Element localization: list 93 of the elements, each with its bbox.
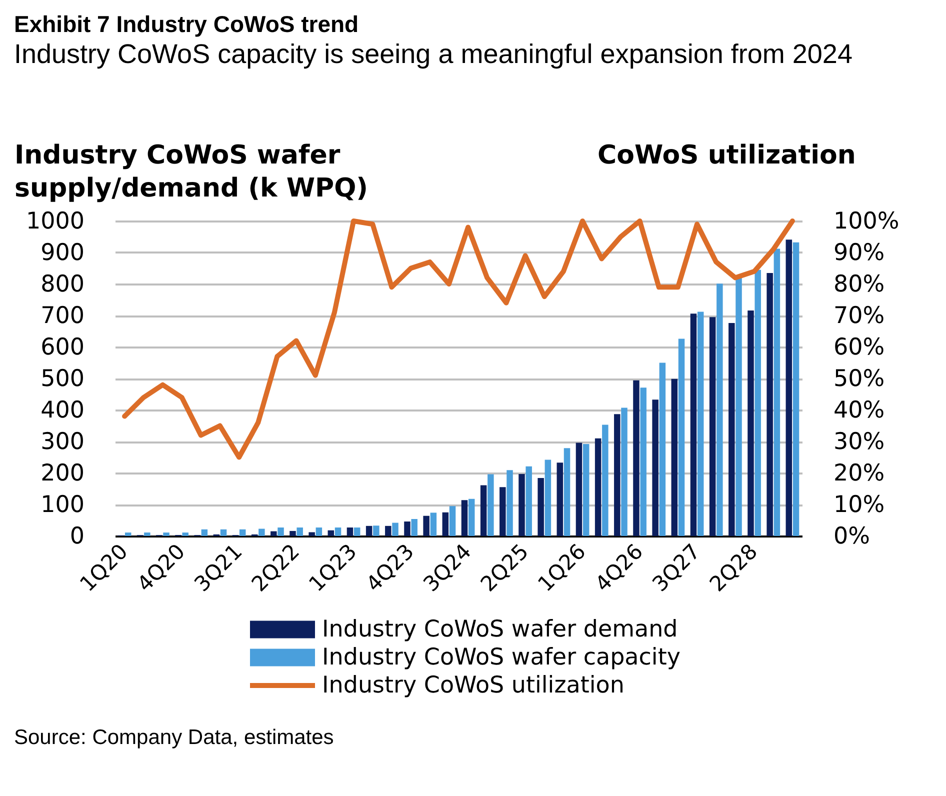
bar bbox=[411, 518, 418, 536]
bar bbox=[709, 317, 716, 536]
bar bbox=[678, 338, 685, 536]
bar bbox=[385, 526, 392, 536]
bar bbox=[594, 438, 602, 536]
bar bbox=[182, 532, 188, 536]
y2-tick-label: 0% bbox=[834, 524, 870, 550]
bar bbox=[544, 460, 552, 536]
y2-tick-label: 70% bbox=[834, 303, 885, 329]
source-note: Source: Company Data, estimates bbox=[14, 726, 334, 749]
bar bbox=[582, 444, 590, 536]
y-tick-label: 300 bbox=[40, 429, 84, 455]
bar bbox=[500, 487, 506, 536]
bar bbox=[124, 532, 132, 536]
bar bbox=[270, 531, 277, 536]
bar bbox=[468, 498, 475, 536]
bar bbox=[354, 527, 360, 536]
bar bbox=[220, 529, 227, 536]
legend-label: Industry CoWoS wafer capacity bbox=[322, 644, 680, 670]
bar bbox=[716, 284, 723, 536]
y2-axis-title: CoWoS utilization bbox=[598, 140, 856, 170]
y2-tick-label: 40% bbox=[834, 398, 885, 424]
bar bbox=[614, 414, 620, 536]
legend-label: Industry CoWoS utilization bbox=[322, 672, 624, 698]
bar bbox=[633, 380, 640, 536]
bar bbox=[278, 527, 284, 536]
bar bbox=[461, 500, 468, 536]
bar bbox=[239, 529, 246, 536]
bar bbox=[404, 522, 410, 536]
bar bbox=[556, 462, 564, 536]
bar bbox=[652, 400, 658, 536]
bar bbox=[163, 532, 170, 536]
bar bbox=[373, 526, 380, 536]
bar bbox=[430, 512, 437, 536]
bar bbox=[334, 527, 342, 536]
bar bbox=[640, 388, 646, 536]
bar bbox=[564, 448, 570, 536]
y-tick-label: 1000 bbox=[26, 208, 84, 234]
bar bbox=[488, 474, 494, 536]
y2-tick-label: 50% bbox=[834, 366, 885, 392]
bar bbox=[792, 242, 800, 536]
bar bbox=[621, 408, 628, 536]
bar bbox=[480, 485, 487, 536]
bar bbox=[576, 442, 582, 536]
y2-tick-label: 10% bbox=[834, 492, 885, 518]
bar bbox=[518, 474, 525, 536]
bar bbox=[774, 248, 780, 536]
bar bbox=[786, 240, 792, 536]
bar bbox=[506, 470, 513, 536]
bar bbox=[754, 270, 761, 536]
y-tick-label: 600 bbox=[40, 334, 84, 360]
y2-tick-label: 80% bbox=[834, 272, 885, 298]
y-tick-label: 400 bbox=[40, 398, 84, 424]
bar bbox=[346, 527, 354, 536]
y-axis-title: Industry CoWoS wafer supply/demand (k WPQ) bbox=[14, 140, 368, 204]
bar bbox=[392, 522, 398, 536]
legend-label: Industry CoWoS wafer demand bbox=[322, 616, 678, 642]
bar bbox=[697, 312, 704, 536]
chart-subtitle: Industry CoWoS capacity is seeing a meaningful expansion from 2024 bbox=[14, 39, 852, 69]
bar bbox=[366, 526, 372, 536]
y2-tick-label: 30% bbox=[834, 429, 885, 455]
bar bbox=[602, 424, 608, 536]
bar bbox=[766, 272, 773, 536]
y-tick-label: 700 bbox=[40, 303, 84, 329]
bar bbox=[659, 362, 666, 536]
bar bbox=[316, 527, 322, 536]
y-tick-label: 500 bbox=[40, 366, 84, 392]
y-tick-label: 100 bbox=[40, 492, 84, 518]
bar bbox=[258, 528, 265, 536]
chart-title: Exhibit 7 Industry CoWoS trend bbox=[14, 11, 359, 37]
y2-tick-label: 60% bbox=[834, 334, 885, 360]
bar bbox=[728, 323, 735, 536]
bar bbox=[201, 529, 208, 536]
bar bbox=[290, 530, 296, 536]
bar bbox=[423, 516, 430, 536]
bar bbox=[449, 506, 456, 536]
bar bbox=[526, 466, 532, 536]
bar bbox=[748, 310, 754, 536]
y2-tick-label: 100% bbox=[834, 208, 900, 234]
bar bbox=[144, 532, 150, 536]
y-tick-label: 0 bbox=[70, 524, 84, 550]
bar bbox=[442, 512, 449, 536]
bar bbox=[328, 530, 334, 536]
bar bbox=[690, 314, 697, 536]
y-tick-label: 900 bbox=[40, 240, 84, 266]
bar bbox=[538, 478, 544, 536]
bar bbox=[671, 378, 678, 536]
y2-tick-label: 90% bbox=[834, 240, 885, 266]
y-tick-label: 200 bbox=[40, 460, 84, 486]
y2-tick-label: 20% bbox=[834, 460, 885, 486]
bar bbox=[296, 527, 303, 536]
y-tick-label: 800 bbox=[40, 272, 84, 298]
bar bbox=[308, 532, 315, 536]
